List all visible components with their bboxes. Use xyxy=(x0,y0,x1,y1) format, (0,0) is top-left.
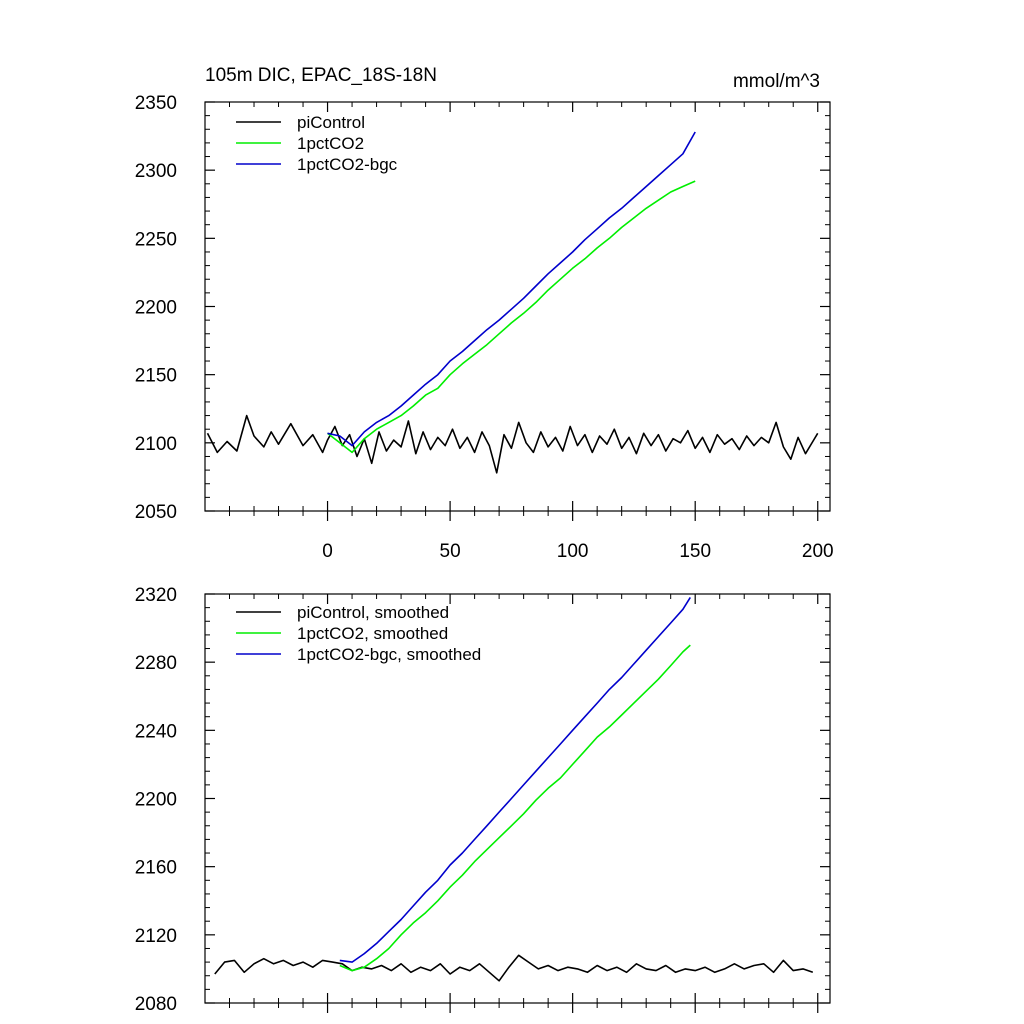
y-tick-label: 2300 xyxy=(135,161,177,182)
y-tick-label: 2050 xyxy=(135,502,177,523)
series-line-3 xyxy=(327,131,696,447)
legend-label: piControl, smoothed xyxy=(297,603,449,622)
chart-title: 105m DIC, EPAC_18S-18N xyxy=(205,65,437,86)
y-tick-label: 2120 xyxy=(135,926,177,947)
y-tick-label: 2100 xyxy=(135,434,177,455)
y-tick-label: 2240 xyxy=(135,721,177,742)
x-tick-label: 100 xyxy=(557,541,589,562)
series-line-3 xyxy=(339,596,691,963)
x-tick-label: 50 xyxy=(440,541,461,562)
y-tick-label: 2150 xyxy=(135,366,177,387)
units-label: mmol/m^3 xyxy=(733,71,820,92)
y-tick-label: 2280 xyxy=(135,653,177,674)
series-line-1 xyxy=(206,414,819,474)
y-tick-label: 2200 xyxy=(135,790,177,811)
legend-label: 1pctCO2 xyxy=(297,134,364,153)
y-tick-label: 2200 xyxy=(135,298,177,319)
legend-label: 1pctCO2-bgc, smoothed xyxy=(297,645,481,664)
legend-label: piControl xyxy=(297,113,365,132)
bottom-panel: 2080 2120 2160 2200 2240 2280 2320 piControl, s… xyxy=(135,585,831,1015)
top-panel: 0 50 100 150 200 2050 2100 2150 2200 2250 2300 2350… xyxy=(135,65,834,562)
series-line-1 xyxy=(214,954,814,982)
y-tick-label: 2160 xyxy=(135,858,177,879)
series-line-2 xyxy=(327,180,696,454)
y-tick-label: 2320 xyxy=(135,585,177,606)
x-tick-label: 200 xyxy=(802,541,834,562)
x-tick-label: 0 xyxy=(322,541,333,562)
legend-label: 1pctCO2, smoothed xyxy=(297,624,448,643)
y-tick-label: 2080 xyxy=(135,994,177,1015)
series-line-2 xyxy=(339,644,691,972)
legend-label: 1pctCO2-bgc xyxy=(297,155,398,174)
y-tick-label: 2350 xyxy=(135,93,177,114)
y-tick-label: 2250 xyxy=(135,229,177,250)
x-tick-label: 150 xyxy=(679,541,711,562)
